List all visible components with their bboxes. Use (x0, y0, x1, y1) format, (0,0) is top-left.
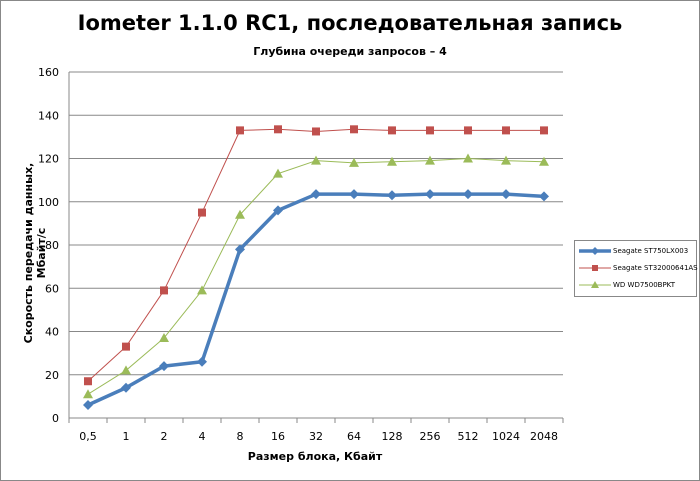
x-tick-label: 4 (199, 430, 206, 443)
x-tick-label: 1 (123, 430, 130, 443)
y-tick-label: 20 (45, 369, 59, 382)
series-line-0 (87, 192, 545, 407)
y-tick-label: 100 (38, 196, 59, 209)
data-point-0 (539, 191, 549, 202)
chart-subtitle: Глубина очереди запросов – 4 (253, 45, 447, 58)
data-point-2 (235, 209, 245, 219)
legend-swatch (579, 265, 611, 271)
y-tick-label: 0 (52, 412, 59, 425)
data-point-0 (349, 189, 359, 200)
data-point-1 (84, 377, 92, 386)
legend-item: Seagate ST32000641AS (579, 262, 698, 274)
data-point-2 (197, 285, 207, 295)
x-tick-label: 2 (161, 430, 168, 443)
data-point-2 (463, 153, 473, 163)
data-point-0 (197, 356, 207, 367)
data-point-1 (426, 126, 434, 135)
data-point-1 (312, 127, 320, 136)
data-point-0 (159, 361, 169, 372)
legend-swatch (579, 281, 611, 288)
data-point-0 (121, 382, 131, 393)
x-tick-label: 32 (309, 430, 323, 443)
x-tick-label: 16 (271, 430, 285, 443)
data-point-2 (311, 155, 321, 165)
data-point-0 (501, 189, 511, 200)
data-point-2 (83, 389, 93, 399)
data-point-2 (159, 332, 169, 342)
x-tick-label: 256 (420, 430, 441, 443)
legend: Seagate ST750LX003 Seagate ST32000641AS WD… (574, 240, 698, 297)
data-point-2 (539, 156, 549, 166)
data-point-0 (235, 244, 245, 255)
data-point-0 (387, 190, 397, 201)
data-point-1 (388, 126, 396, 135)
data-point-2 (121, 365, 131, 375)
legend-label: Seagate ST32000641AS (613, 264, 698, 272)
data-point-0 (83, 400, 93, 411)
data-point-0 (273, 205, 283, 216)
x-axis-label: Размер блока, Кбайт (247, 450, 383, 463)
chart-title: Iometer 1.1.0 RC1, последовательная запи… (77, 11, 623, 35)
data-point-1 (198, 208, 206, 217)
legend-label: Seagate ST750LX003 (613, 247, 689, 255)
x-tick-label: 2048 (530, 430, 558, 443)
y-tick-label: 160 (38, 66, 59, 79)
y-tick-label: 40 (45, 326, 59, 339)
x-tick-label: 512 (458, 430, 479, 443)
series-line-1 (87, 128, 544, 382)
x-tick-label: 8 (237, 430, 244, 443)
x-tick-label: 128 (382, 430, 403, 443)
x-tick-label: 0,5 (79, 430, 97, 443)
data-point-2 (273, 168, 283, 178)
data-point-1 (122, 342, 130, 351)
y-tick-label: 120 (38, 153, 59, 166)
legend-item: Seagate ST750LX003 (579, 245, 688, 257)
data-point-1 (502, 126, 510, 135)
y-tick-label: 60 (45, 282, 59, 295)
data-point-1 (236, 126, 244, 135)
data-point-1 (274, 125, 282, 134)
legend-label: WD WD7500BPKT (613, 281, 676, 289)
data-point-2 (501, 155, 511, 165)
y-tick-label: 140 (38, 109, 59, 122)
data-point-0 (463, 189, 473, 200)
data-point-2 (387, 156, 397, 166)
data-point-0 (311, 189, 321, 200)
legend-item: WD WD7500BPKT (579, 279, 675, 291)
legend-swatch (579, 247, 611, 255)
x-tick-label: 64 (347, 430, 361, 443)
data-point-0 (425, 189, 435, 200)
data-point-1 (350, 125, 358, 134)
data-point-1 (160, 286, 168, 295)
data-point-2 (425, 155, 435, 165)
data-point-2 (349, 157, 359, 167)
y-tick-label: 80 (45, 239, 59, 252)
data-point-1 (540, 126, 548, 135)
x-tick-label: 1024 (492, 430, 520, 443)
data-point-1 (464, 126, 472, 135)
